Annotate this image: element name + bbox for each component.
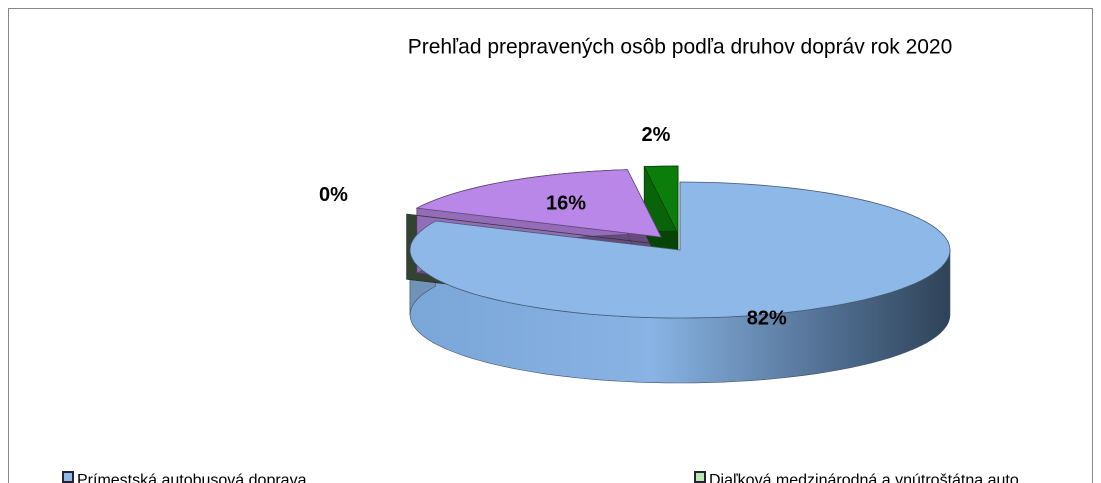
legend-label: Diaľková medzinárodná a vnútroštátna aut… (709, 472, 1019, 483)
data-label: 16% (546, 192, 586, 214)
data-label: 82% (747, 308, 787, 330)
chart-title: Prehľad prepravených osôb podľa druhov d… (408, 36, 953, 59)
legend-swatch (62, 471, 74, 483)
data-label: 2% (641, 124, 670, 146)
slice (406, 213, 652, 244)
data-label: 0% (319, 184, 348, 206)
slice (643, 165, 679, 235)
legend-swatch (694, 471, 706, 483)
legend-label: Prímestská autobusová doprava (77, 472, 307, 483)
slice (415, 169, 662, 238)
slice (409, 181, 951, 319)
